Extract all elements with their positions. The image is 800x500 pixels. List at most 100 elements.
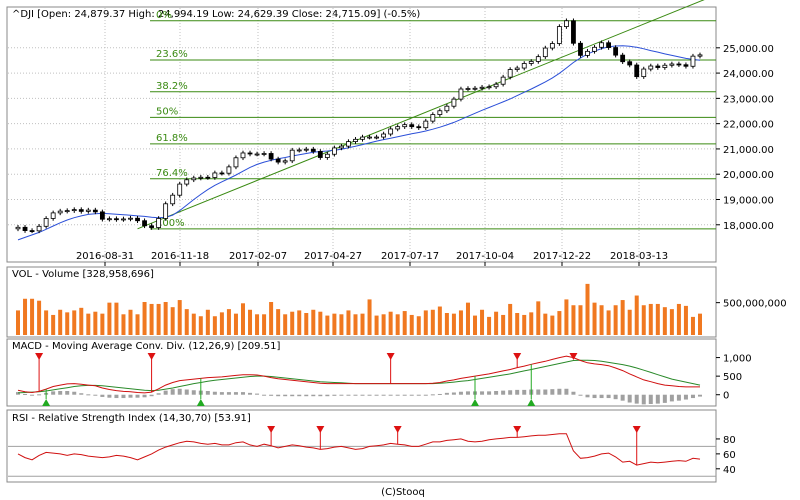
candle-body (275, 158, 281, 163)
macd-sell-signal (147, 353, 156, 360)
candle-body (191, 177, 197, 181)
macd-histogram-bar (564, 388, 569, 395)
candle-body (289, 149, 295, 162)
macd-histogram-bar (388, 394, 393, 396)
macd-histogram-bar (465, 391, 470, 395)
volume-bar (16, 310, 20, 335)
volume-bar (51, 314, 56, 335)
candle-body (486, 86, 492, 89)
macd-buy-signal (42, 399, 51, 406)
macd-histogram-bar (79, 393, 84, 395)
candle-body (360, 136, 365, 140)
rsi-y-tick-label: 60 (723, 450, 736, 461)
macd-histogram-bar (107, 394, 112, 398)
volume-bar (564, 299, 569, 335)
date-tick-label: 2016-08-31 (76, 251, 134, 262)
volume-bar (240, 303, 245, 335)
date-tick-label: 2017-10-04 (456, 251, 514, 262)
rsi-sell-signal (393, 426, 402, 433)
macd-histogram-bar (304, 394, 309, 397)
fib-level-label: 50% (156, 106, 178, 117)
price-y-tick-label: 23,000.00 (723, 94, 774, 105)
macd-sell-signal (569, 353, 578, 360)
volume-bar (423, 310, 428, 335)
volume-bar (212, 316, 217, 335)
macd-histogram-bar (409, 394, 414, 396)
volume-bar (346, 310, 351, 335)
macd-histogram-bar (402, 394, 407, 396)
candle-body (697, 54, 703, 57)
volume-bar (430, 309, 435, 335)
volume-bar (655, 303, 660, 335)
macd-histogram-bar (641, 394, 646, 405)
macd-histogram-bar (219, 392, 224, 395)
macd-histogram-bar (634, 394, 639, 404)
macd-sell-signal (513, 353, 522, 360)
candle-body (479, 86, 485, 89)
candle-body (423, 120, 429, 129)
rsi-sell-signal (267, 426, 276, 433)
volume-bar (184, 309, 189, 335)
volume-bar (30, 298, 35, 335)
date-axis: 2016-08-31 2016-11-18 2017-02-07 2017-04-27… (76, 251, 668, 266)
volume-bar (690, 316, 695, 335)
macd-histogram-bar (698, 394, 702, 397)
candle-body (627, 61, 633, 66)
candle-body (564, 20, 569, 27)
fib-level-label: 0% (156, 10, 172, 21)
date-tick-label: 2017-02-07 (229, 251, 287, 262)
macd-histogram-bar (37, 394, 42, 396)
candle-body (114, 218, 119, 221)
macd-histogram-bar (480, 391, 485, 395)
candle-body (240, 152, 246, 159)
volume-bar (620, 300, 625, 335)
volume-bar (465, 302, 470, 335)
candle-body (254, 153, 260, 156)
volume-bar (388, 311, 393, 335)
volume-bar (93, 311, 98, 335)
volume-bar (536, 301, 541, 335)
candle-body (339, 145, 344, 149)
volume-bar (318, 311, 323, 335)
macd-histogram-bar (430, 394, 435, 396)
macd-histogram-bar (557, 388, 562, 395)
volume-bar (276, 309, 281, 335)
volume-label: VOL - Volume [328,958,696] (12, 269, 154, 280)
macd-histogram-bar (381, 394, 386, 396)
volume-bar (473, 315, 478, 335)
volume-bar (163, 302, 168, 335)
macd-histogram-bar (332, 394, 337, 396)
rsi-y-axis: 40 60 80 (716, 435, 736, 476)
candle-body (388, 128, 394, 135)
macd-histogram-bar (606, 394, 611, 399)
macd-histogram-bar (177, 388, 182, 395)
macd-histogram-bar (416, 394, 421, 396)
macd-histogram-bar (240, 392, 245, 395)
candle-body (507, 69, 513, 78)
fibonacci-lines: 0% 23.6% 38.2% 50% 61.8% 76.4% 100% (137, 0, 716, 230)
candle-body (107, 218, 112, 221)
volume-bar (571, 305, 576, 335)
candle-body (374, 136, 379, 139)
volume-bar (58, 309, 63, 335)
volume-bar (494, 311, 499, 335)
volume-bar (23, 298, 28, 335)
volume-bar (170, 307, 175, 335)
volume-bar (149, 303, 154, 335)
candle-body (493, 83, 499, 88)
macd-histogram-bar (297, 394, 302, 397)
price-series (15, 18, 703, 241)
macd-histogram-bar (599, 394, 604, 399)
candle-body (170, 194, 176, 205)
volume-bar (367, 299, 372, 335)
candle-body (451, 98, 457, 107)
macd-histogram-bar (578, 394, 583, 396)
candle-body (177, 183, 183, 196)
candle-body (331, 147, 337, 155)
candle-body (149, 225, 154, 228)
candle-body (233, 157, 239, 168)
candle-body (409, 124, 415, 128)
volume-bar (114, 302, 119, 335)
candle-body (690, 55, 696, 67)
candle-body (500, 76, 506, 85)
